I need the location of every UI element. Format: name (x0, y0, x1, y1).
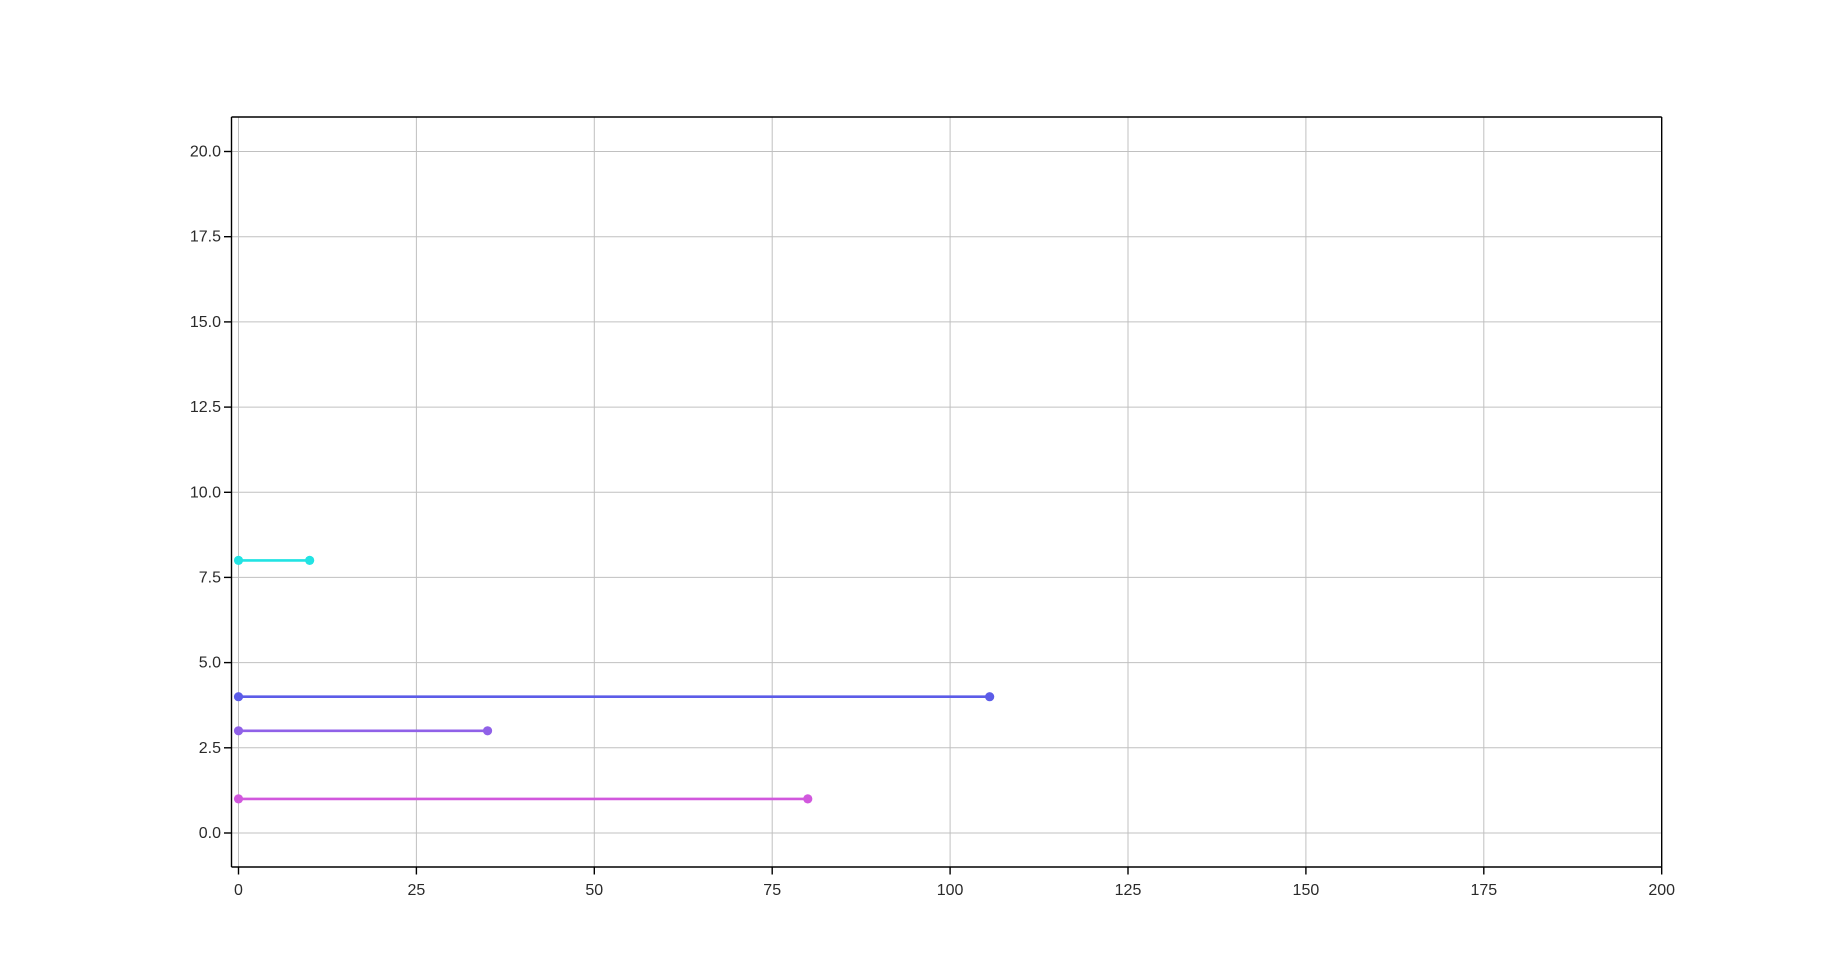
svg-text:175: 175 (1470, 882, 1497, 899)
svg-text:7.5: 7.5 (199, 569, 221, 586)
svg-text:75: 75 (763, 882, 781, 899)
svg-text:25: 25 (408, 882, 426, 899)
svg-text:15.0: 15.0 (190, 314, 221, 331)
svg-text:50: 50 (585, 882, 603, 899)
svg-text:150: 150 (1293, 882, 1320, 899)
svg-text:20.0: 20.0 (190, 144, 221, 161)
svg-text:0: 0 (234, 882, 243, 899)
svg-text:0.0: 0.0 (199, 825, 221, 842)
svg-text:12.5: 12.5 (190, 399, 221, 416)
svg-text:100: 100 (937, 882, 964, 899)
svg-text:200: 200 (1648, 882, 1675, 899)
svg-text:125: 125 (1115, 882, 1142, 899)
svg-text:5.0: 5.0 (199, 655, 221, 672)
svg-text:17.5: 17.5 (190, 229, 221, 246)
svg-text:10.0: 10.0 (190, 484, 221, 501)
svg-text:2.5: 2.5 (199, 740, 221, 757)
